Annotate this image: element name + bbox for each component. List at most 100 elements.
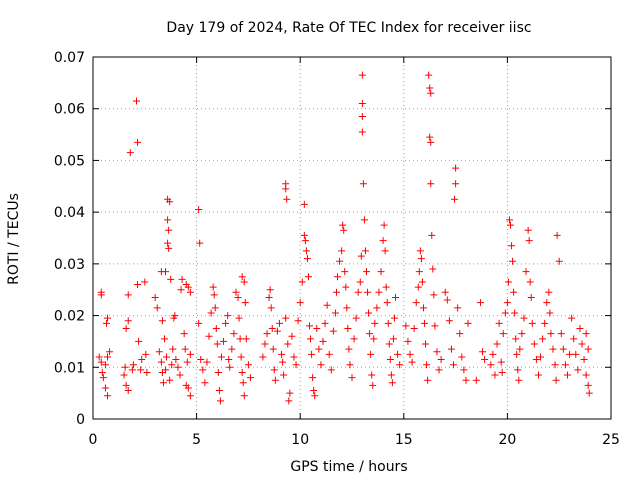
data-point xyxy=(435,366,443,374)
data-point xyxy=(160,335,168,343)
data-point xyxy=(350,335,358,343)
data-point xyxy=(209,283,217,291)
data-point xyxy=(425,71,433,79)
data-point xyxy=(225,356,233,364)
data-point xyxy=(201,379,209,387)
data-point xyxy=(186,350,194,358)
data-point xyxy=(124,291,132,299)
data-point xyxy=(283,195,291,203)
data-point xyxy=(585,389,593,397)
data-point xyxy=(217,353,225,361)
data-point xyxy=(336,257,344,265)
data-point xyxy=(284,340,292,348)
data-point xyxy=(205,332,213,340)
data-point xyxy=(509,257,517,265)
data-point xyxy=(530,340,538,348)
data-point xyxy=(386,356,394,364)
data-point xyxy=(464,319,472,327)
data-point xyxy=(315,345,323,353)
y-tick-label: 0 xyxy=(76,412,85,428)
data-point xyxy=(524,226,532,234)
data-point xyxy=(557,330,565,338)
data-point xyxy=(234,293,242,301)
data-point xyxy=(508,242,516,250)
data-point xyxy=(186,288,194,296)
data-point xyxy=(497,358,505,366)
data-point xyxy=(437,356,445,364)
data-point xyxy=(126,149,134,157)
data-point xyxy=(576,325,584,332)
chart-title: Day 179 of 2024, Rate Of TEC Index for r… xyxy=(166,20,531,36)
data-point xyxy=(582,371,590,379)
data-point xyxy=(271,376,279,384)
data-point xyxy=(375,288,383,296)
data-point xyxy=(516,345,524,353)
data-point xyxy=(309,374,317,382)
data-point xyxy=(313,325,321,332)
data-point xyxy=(406,350,414,358)
data-point xyxy=(578,340,586,348)
data-point xyxy=(269,345,277,353)
data-point xyxy=(211,304,219,312)
data-point xyxy=(143,368,151,376)
data-point xyxy=(358,100,366,108)
data-point xyxy=(238,368,246,376)
data-point xyxy=(162,366,170,374)
data-point xyxy=(352,314,360,322)
data-point xyxy=(422,340,430,348)
data-point xyxy=(104,353,112,361)
data-point xyxy=(236,335,244,343)
data-point xyxy=(142,350,150,358)
data-point xyxy=(373,304,381,312)
y-tick-label: 0.02 xyxy=(54,309,85,325)
data-point xyxy=(460,366,468,374)
data-point xyxy=(428,231,436,239)
data-point xyxy=(498,368,506,376)
data-point xyxy=(384,319,392,327)
data-point xyxy=(429,265,437,273)
data-point xyxy=(153,304,161,312)
data-point xyxy=(158,317,166,325)
data-point xyxy=(244,361,252,369)
data-point xyxy=(195,206,203,214)
data-point xyxy=(129,361,137,369)
data-point xyxy=(487,361,495,369)
data-point xyxy=(369,381,377,389)
data-point xyxy=(166,198,174,206)
data-point xyxy=(364,288,372,296)
data-point xyxy=(176,371,184,379)
data-point xyxy=(387,371,395,379)
data-point xyxy=(290,353,298,361)
y-tick-label: 0.01 xyxy=(54,360,85,376)
data-point xyxy=(452,180,460,188)
data-point xyxy=(261,340,269,348)
data-point xyxy=(186,392,194,400)
data-point xyxy=(237,353,245,361)
data-point xyxy=(419,304,427,312)
data-point xyxy=(212,325,220,332)
data-point xyxy=(370,335,378,343)
data-point xyxy=(230,330,238,338)
data-point xyxy=(286,389,294,397)
data-point xyxy=(518,330,526,338)
data-point xyxy=(501,309,509,317)
data-point xyxy=(380,221,388,229)
data-point xyxy=(224,312,232,320)
data-point xyxy=(220,337,228,345)
data-point xyxy=(410,325,418,332)
data-point xyxy=(278,350,286,358)
data-point xyxy=(346,361,354,369)
data-point xyxy=(555,257,563,265)
data-point xyxy=(238,273,246,281)
data-point xyxy=(138,356,146,364)
data-point xyxy=(367,350,375,358)
data-point xyxy=(532,356,540,364)
data-point xyxy=(171,312,179,320)
data-point xyxy=(97,358,105,366)
data-point xyxy=(214,368,222,376)
data-point xyxy=(582,330,590,338)
data-point xyxy=(165,244,173,252)
data-point xyxy=(360,216,368,224)
data-point xyxy=(545,288,553,296)
data-point xyxy=(563,371,571,379)
